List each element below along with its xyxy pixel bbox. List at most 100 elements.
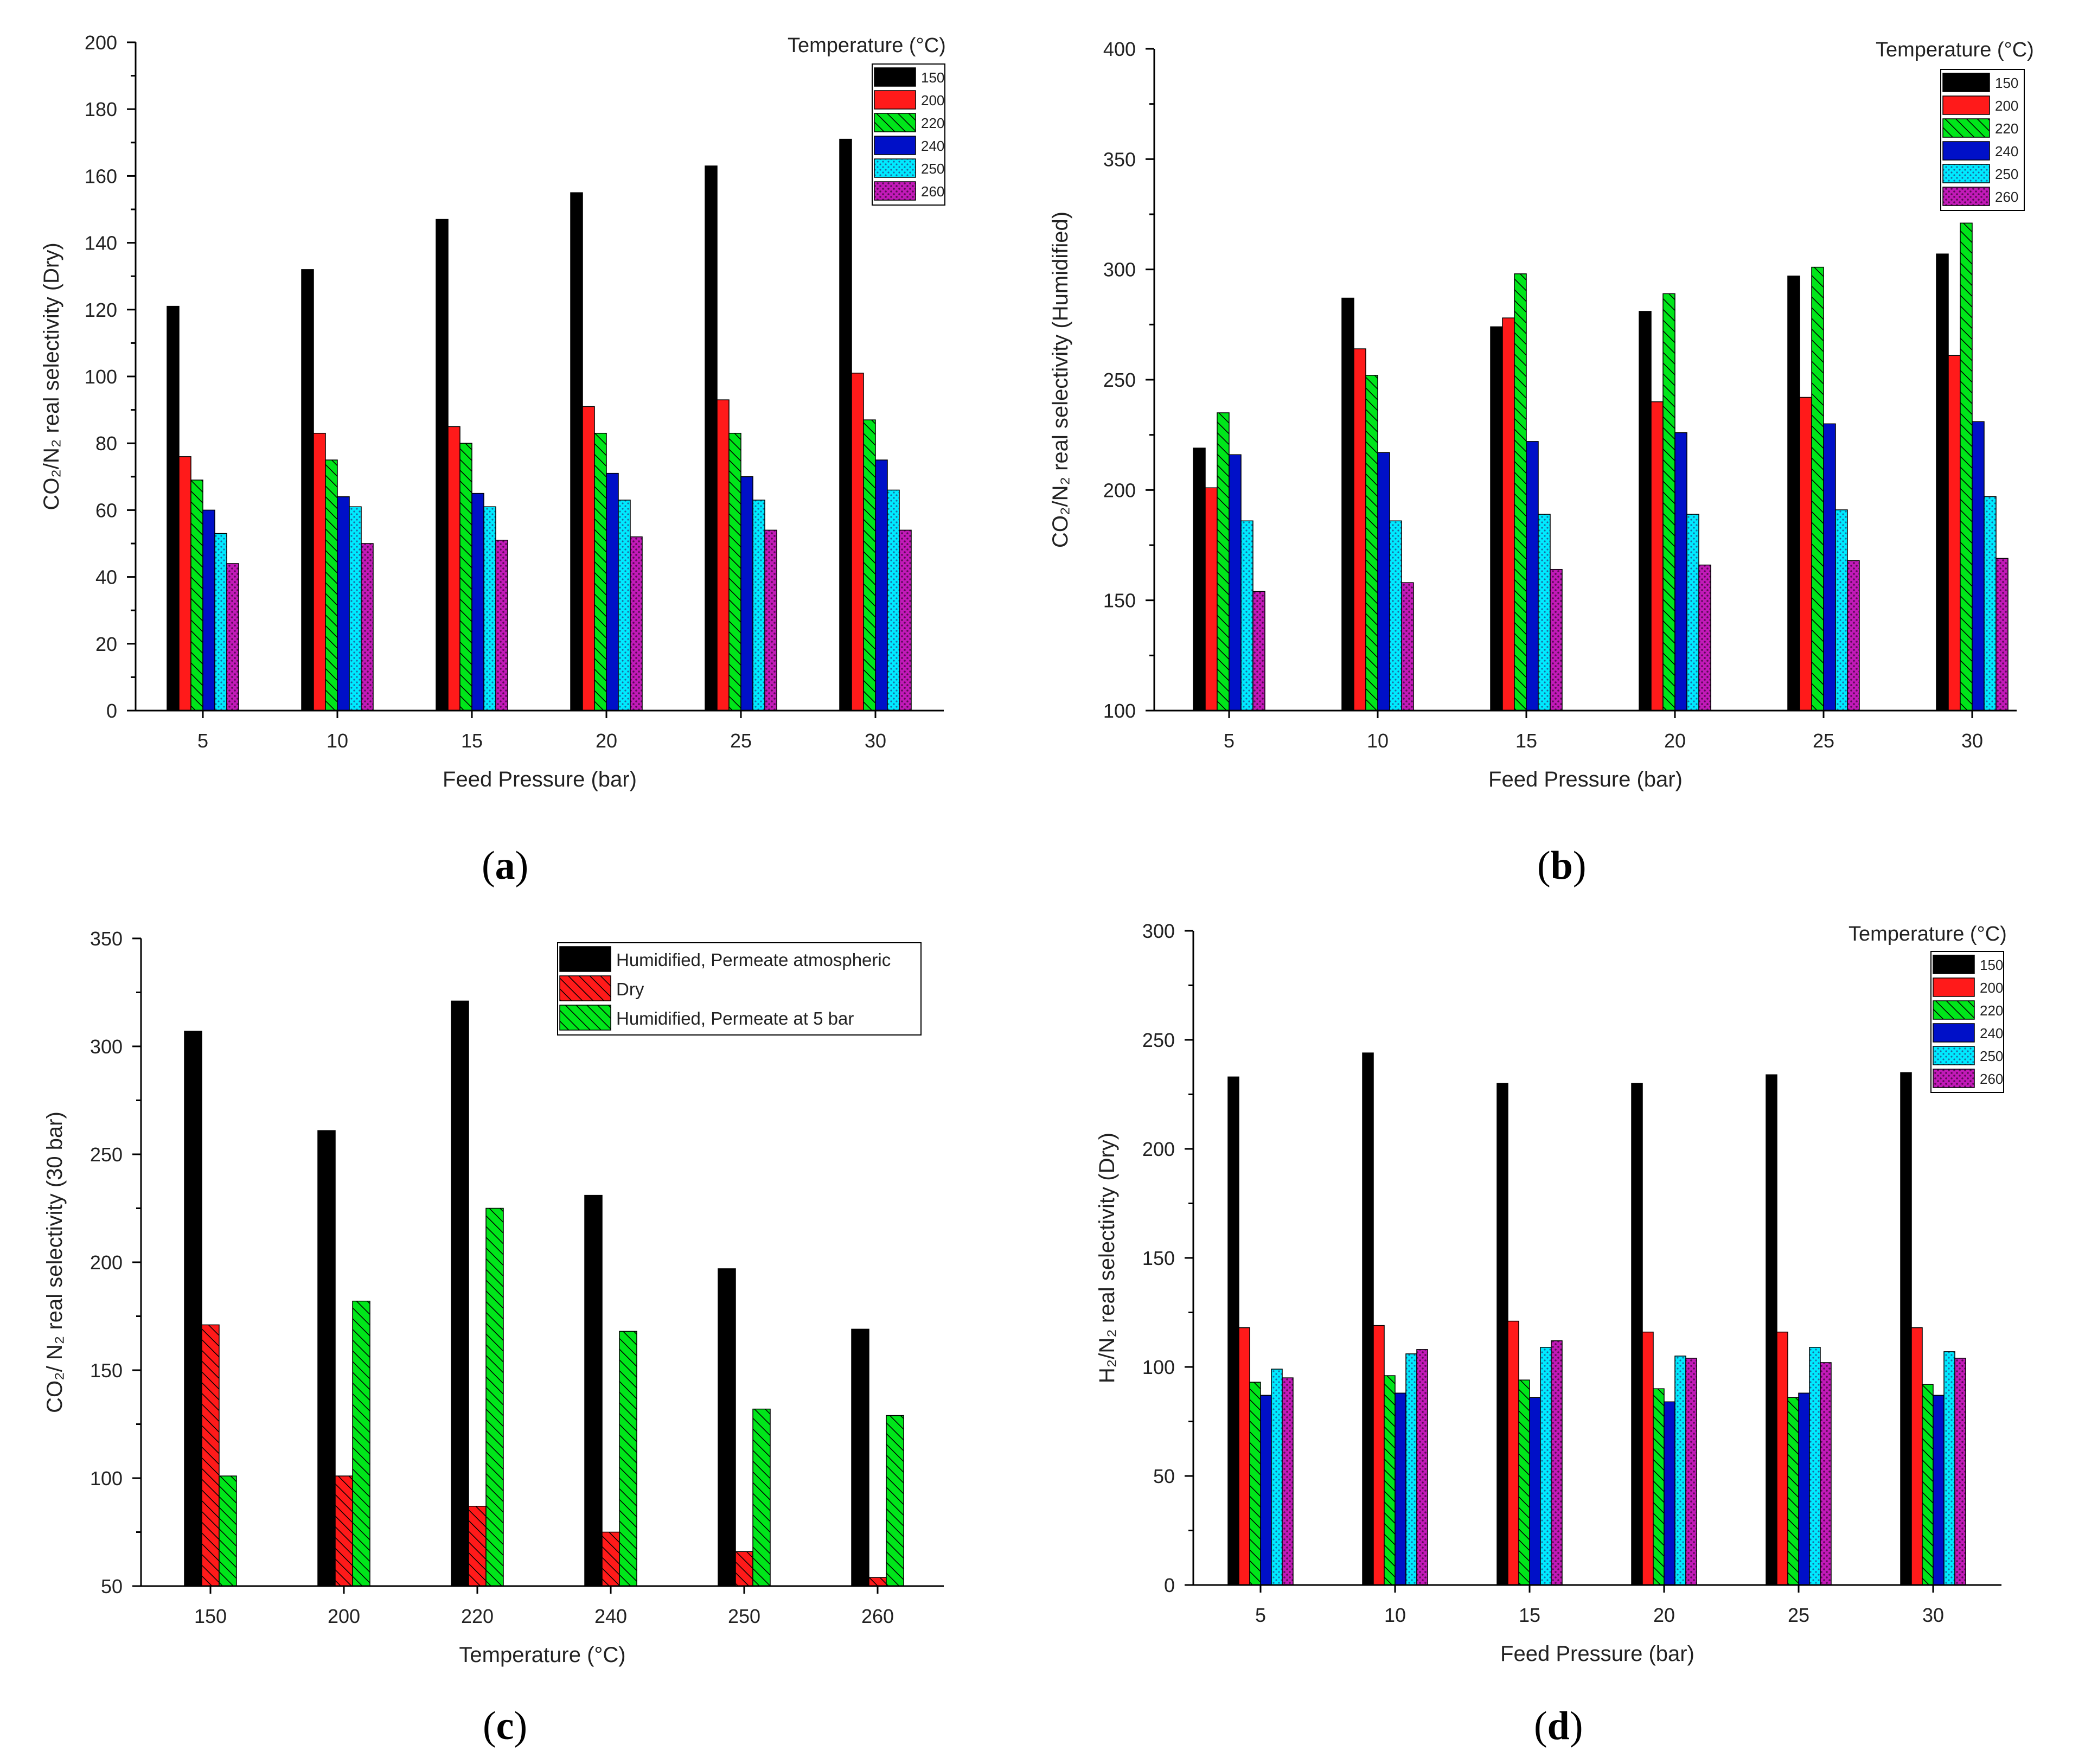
bar-a-260-5 xyxy=(226,563,239,711)
legend-swatch-250 xyxy=(1933,1046,1975,1065)
legend-box xyxy=(557,942,922,1036)
legend-swatch-240 xyxy=(1933,1023,1975,1043)
bar-d-220-15 xyxy=(1518,1379,1530,1586)
panel-label-b: (b) xyxy=(1537,843,1587,888)
bar-b-220-20 xyxy=(1662,293,1675,711)
legend-label: 260 xyxy=(1980,1071,2003,1087)
legend-swatch-150 xyxy=(1942,73,1990,92)
bar-a-250-5 xyxy=(214,533,227,711)
bar-c-Humidified, Permeate at 5 bar-200 xyxy=(352,1300,370,1587)
bar-a-150-10 xyxy=(301,269,314,711)
bar-d-260-5 xyxy=(1282,1377,1294,1586)
y-tick-label: 20 xyxy=(95,633,117,655)
legend-swatch-150 xyxy=(874,67,916,87)
legend-label: 220 xyxy=(1995,120,2018,137)
y-tick-label: 200 xyxy=(90,1251,123,1274)
legend-swatch-240 xyxy=(1942,141,1990,161)
bar-c-Humidified, Permeate at 5 bar-240 xyxy=(619,1331,637,1587)
bar-b-200-15 xyxy=(1502,317,1515,711)
x-axis-title: Feed Pressure (bar) xyxy=(1500,1642,1694,1666)
bar-d-150-10 xyxy=(1362,1052,1374,1586)
bar-d-200-10 xyxy=(1373,1325,1385,1586)
bar-a-220-20 xyxy=(594,432,607,711)
legend-swatch-200 xyxy=(1942,95,1990,115)
chart-panel-b: 5 10 15 20 25 30 100 150 200 250 300 350 400 Feed Pre… xyxy=(1048,38,2034,791)
bar-b-150-20 xyxy=(1639,311,1652,711)
bar-a-260-10 xyxy=(361,543,374,711)
x-tick-label: 5 xyxy=(197,730,208,752)
bar-a-260-20 xyxy=(630,536,643,711)
bar-b-220-15 xyxy=(1514,273,1527,711)
bar-d-220-5 xyxy=(1249,1382,1261,1586)
legend-swatch-260 xyxy=(1933,1069,1975,1088)
bar-b-260-10 xyxy=(1401,582,1414,711)
y-tick-label: 50 xyxy=(1153,1465,1175,1487)
bar-b-220-10 xyxy=(1365,375,1378,711)
bar-b-150-30 xyxy=(1936,253,1949,711)
y-tick-label: 120 xyxy=(85,299,117,321)
bar-d-260-20 xyxy=(1685,1358,1697,1586)
bar-b-260-5 xyxy=(1252,591,1265,711)
legend-label: 150 xyxy=(921,69,944,86)
bar-a-150-15 xyxy=(436,219,449,711)
bar-d-250-30 xyxy=(1943,1351,1955,1586)
bar-d-220-30 xyxy=(1922,1384,1934,1586)
y-tick-label: 140 xyxy=(85,232,117,254)
y-tick-label: 300 xyxy=(1142,920,1175,942)
panel-label-c: (c) xyxy=(483,1704,528,1748)
bar-b-200-5 xyxy=(1205,487,1218,711)
bar-d-200-25 xyxy=(1776,1331,1788,1586)
x-tick-label: 15 xyxy=(1515,730,1537,752)
legend-label: Humidified, Permeate atmospheric xyxy=(616,950,891,970)
bar-a-250-25 xyxy=(752,500,765,711)
legend-swatch-Dry xyxy=(559,975,611,1001)
legend-title: Temperature (°C) xyxy=(788,34,946,57)
legend-swatch-220 xyxy=(874,113,916,132)
legend-swatch-220 xyxy=(1933,1000,1975,1020)
bar-d-200-20 xyxy=(1642,1331,1654,1586)
legend-title: Temperature (°C) xyxy=(1876,39,2034,61)
legend-swatch-Humidified, Permeate at 5 bar xyxy=(559,1005,611,1031)
bar-c-Humidified, Permeate at 5 bar-220 xyxy=(485,1207,504,1587)
legend-label: 250 xyxy=(921,161,944,177)
bar-d-240-15 xyxy=(1529,1397,1541,1586)
bar-a-260-30 xyxy=(899,529,912,711)
bar-b-250-30 xyxy=(1984,496,1997,711)
bar-d-220-20 xyxy=(1653,1388,1665,1586)
bar-c-Humidified, Permeate at 5 bar-250 xyxy=(752,1408,771,1587)
y-tick-label: 40 xyxy=(95,566,117,589)
bar-b-200-10 xyxy=(1353,348,1366,711)
bar-a-200-20 xyxy=(582,406,595,711)
bar-a-240-10 xyxy=(337,496,350,711)
bar-b-200-30 xyxy=(1948,355,1961,711)
x-axis-title: Temperature (°C) xyxy=(459,1643,625,1667)
bar-c-Humidified, Permeate at 5 bar-260 xyxy=(886,1415,904,1587)
chart-panel-c: 150 200 220 240 250 260 50 100 150 200 250 300 350 Te… xyxy=(43,928,944,1667)
bar-b-250-10 xyxy=(1389,520,1402,711)
bar-b-240-20 xyxy=(1674,432,1687,711)
bar-b-200-20 xyxy=(1651,401,1664,711)
bar-b-260-15 xyxy=(1550,568,1563,711)
x-tick-label: 5 xyxy=(1255,1604,1266,1626)
bar-d-250-10 xyxy=(1405,1353,1417,1586)
legend-swatch-150 xyxy=(1933,955,1975,974)
bar-b-240-10 xyxy=(1377,452,1390,711)
bar-d-240-10 xyxy=(1395,1392,1406,1586)
y-tick-label: 250 xyxy=(1103,369,1136,391)
legend-label: 150 xyxy=(1995,75,2018,91)
bar-b-260-25 xyxy=(1847,560,1860,711)
x-tick-label: 25 xyxy=(730,730,752,752)
y-tick-label: 100 xyxy=(1142,1356,1175,1378)
y-tick-label: 160 xyxy=(85,165,117,187)
bar-d-200-15 xyxy=(1507,1320,1519,1586)
y-tick-label: 150 xyxy=(1103,590,1136,612)
legend-label: 250 xyxy=(1995,166,2018,182)
bar-a-220-15 xyxy=(459,443,472,711)
bar-c-Humidified, Permeate atmospheric-150 xyxy=(184,1031,202,1587)
bar-a-200-30 xyxy=(851,373,864,711)
y-tick-label: 350 xyxy=(1103,148,1136,170)
legend-swatch-250 xyxy=(1942,164,1990,183)
x-tick-label: 30 xyxy=(1922,1604,1944,1626)
bar-d-200-5 xyxy=(1238,1327,1250,1586)
bar-c-Dry-250 xyxy=(735,1551,753,1587)
